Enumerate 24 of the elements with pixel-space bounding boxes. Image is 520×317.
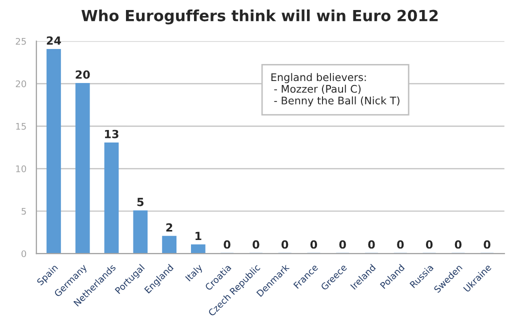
data-label: 0 xyxy=(397,240,404,249)
data-label: 0 xyxy=(368,240,375,249)
data-label: 0 xyxy=(454,240,462,249)
y-tick-label: 10 xyxy=(16,165,26,172)
data-label: 0 xyxy=(282,240,288,249)
y-tick-label: 20 xyxy=(16,80,26,88)
y-tick-label: 15 xyxy=(16,123,26,130)
data-label: 0 xyxy=(426,240,433,249)
data-label: 24 xyxy=(46,36,61,45)
data-label: 2 xyxy=(166,223,172,232)
data-label: 1 xyxy=(196,232,202,240)
y-tick-label: 25 xyxy=(16,38,26,45)
y-tick-label: 0 xyxy=(22,250,26,258)
data-label: 0 xyxy=(484,240,490,249)
data-label: 13 xyxy=(105,130,118,138)
data-label: 0 xyxy=(339,240,346,249)
data-label: 0 xyxy=(224,240,230,249)
annotation: England believers: - Mozzer (Paul C) - Benny the Ball (Nick T) xyxy=(271,73,400,106)
data-label: 0 xyxy=(252,240,260,249)
data-label: 5 xyxy=(137,198,144,206)
y-tick-label: 5 xyxy=(22,208,26,215)
chart-title: Who Euroguffers think will win Euro 2012 xyxy=(81,10,438,24)
data-label: 0 xyxy=(310,240,318,249)
data-label: 20 xyxy=(76,70,90,79)
